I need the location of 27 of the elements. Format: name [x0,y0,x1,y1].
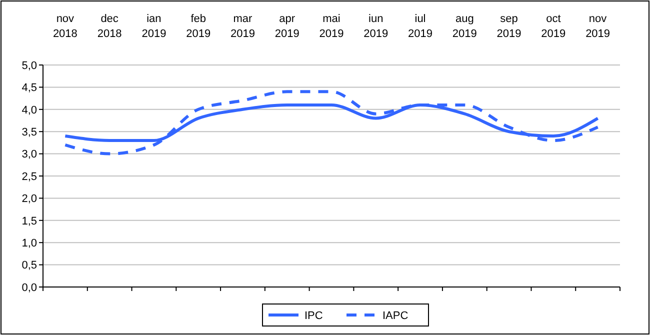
y-tick-label: 2,5 [22,170,37,183]
line-series [64,90,600,156]
x-tick-label: feb 2019 [186,13,211,40]
x-tick-label: sep 2019 [496,13,522,40]
x-tick-label: ian 2019 [142,13,166,40]
y-tick-label: 2,0 [22,193,37,206]
y-tick-label: 1,5 [22,215,37,228]
y-tick-label: 1,0 [22,237,37,250]
y-tick-label: 0,5 [22,260,37,272]
x-tick-label: oct 2019 [541,13,566,40]
x-tick-label: nov 2018 [52,13,78,40]
x-tick-label: iul 2019 [408,13,433,40]
x-tick-label: dec 2018 [97,13,122,40]
y-tick-label: 4,0 [22,104,37,116]
legend-label: IAPC [382,310,408,322]
x-tick-label: iun 2019 [364,13,388,40]
y-tick-label: 3,5 [22,126,37,138]
x-tick-label: mai 2019 [319,13,344,40]
x-tick-label: mar 2019 [230,13,255,40]
y-tick-label: 0,0 [22,282,37,294]
y-tick-label: 5,0 [22,60,37,72]
y-tick-label: 3,0 [22,148,37,161]
legend-label: IPC [304,310,323,322]
y-tick-label: 4,5 [22,82,37,94]
x-tick-label: apr 2019 [274,13,300,40]
x-tick-label: aug 2019 [452,13,477,40]
x-tick-label: nov 2019 [586,13,610,40]
